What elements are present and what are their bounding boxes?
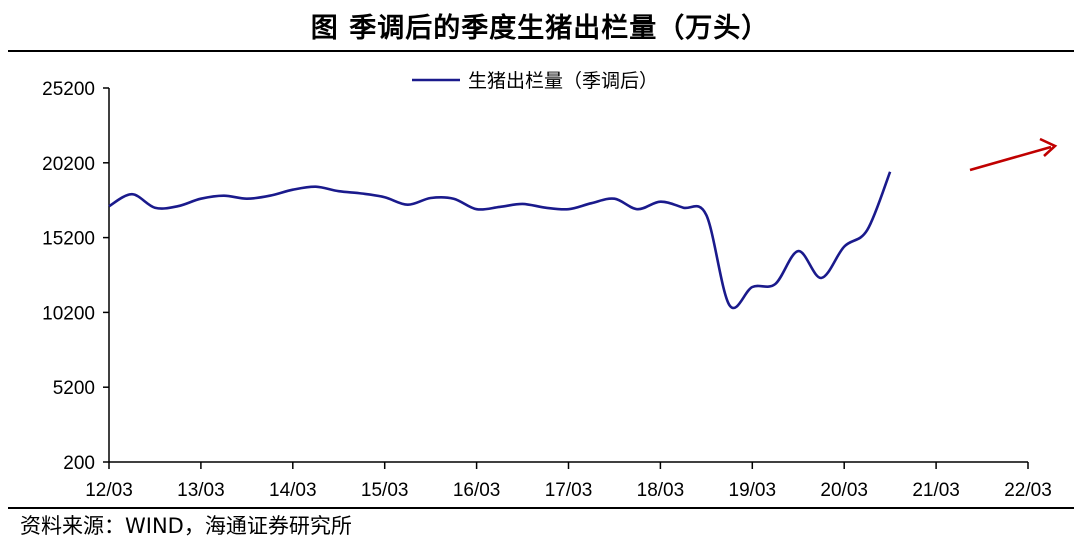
y-axis: 200 5200 10200 15200 20200 25200 (42, 79, 110, 474)
source-rule (8, 507, 1074, 509)
line-chart: 200 5200 10200 15200 20200 25200 12/03 13/03 14… (42, 70, 1058, 501)
x-tick-label: 13/03 (177, 480, 225, 501)
x-tick-label: 15/03 (361, 480, 409, 501)
source-note: 资料来源：WIND，海通证券研究所 (20, 514, 352, 538)
title-rule (8, 50, 1074, 52)
arrow-shaft (969, 145, 1052, 172)
x-tick-label: 17/03 (545, 480, 593, 501)
arrow-head (1039, 137, 1058, 157)
y-tick-label: 20200 (42, 154, 95, 175)
x-tick-label: 19/03 (729, 480, 777, 501)
y-tick-label: 25200 (42, 79, 95, 100)
x-tick-label: 12/03 (85, 480, 133, 501)
page-title: 图 季调后的季度生猪出栏量（万头） (310, 13, 770, 44)
y-tick-label: 15200 (42, 229, 95, 250)
legend: 生猪出栏量（季调后） (412, 70, 658, 92)
x-axis: 12/03 13/03 14/03 15/03 16/03 17/03 18/03 19/03… (85, 461, 1052, 501)
y-tick-label: 200 (63, 453, 95, 474)
trend-arrow-annotation (969, 137, 1058, 172)
series-line (108, 171, 892, 310)
y-tick-label: 5200 (53, 378, 95, 399)
x-tick-label: 20/03 (820, 480, 868, 501)
series-layer (108, 171, 892, 310)
x-tick-label: 22/03 (1004, 480, 1052, 501)
x-tick-label: 16/03 (453, 480, 501, 501)
x-tick-label: 18/03 (637, 480, 685, 501)
x-tick-label: 21/03 (912, 480, 960, 501)
x-tick-label: 14/03 (269, 480, 317, 501)
legend-label: 生猪出栏量（季调后） (468, 70, 658, 92)
y-tick-label: 10200 (42, 303, 95, 324)
